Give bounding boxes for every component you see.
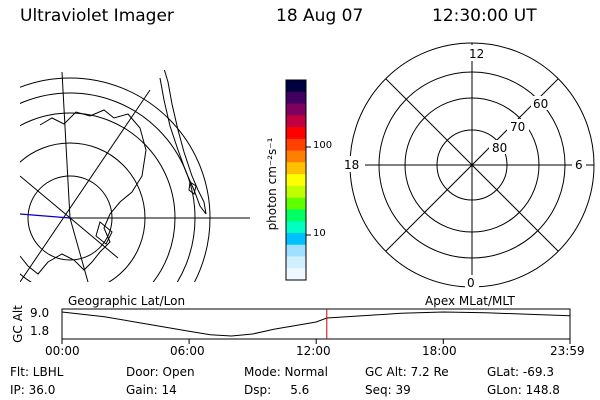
- geographic-map: [20, 70, 250, 282]
- colorbar-swatch: [286, 115, 306, 128]
- mlt-label-0: 0: [467, 276, 475, 290]
- y-tick-max: 9.0: [30, 306, 50, 320]
- coastline: [20, 109, 147, 275]
- info-mode: Mode: Normal: [244, 365, 328, 379]
- x-tick-label: 06:00: [170, 344, 205, 358]
- x-tick-label: 00:00: [45, 344, 80, 358]
- info-gain: Gain: 14: [126, 383, 177, 397]
- date-label: 18 Aug 07: [276, 6, 364, 26]
- blue-track: [20, 213, 71, 219]
- colorbar-swatch: [286, 103, 306, 116]
- colorbar-swatch: [286, 244, 306, 258]
- coastline: [159, 70, 207, 215]
- time-label: 12:30:00 UT: [432, 6, 537, 26]
- mlat-label-70: 70: [510, 120, 526, 134]
- colorbar-swatch: [286, 162, 306, 175]
- meridian: [61, 71, 71, 219]
- colorbar-swatch: [286, 150, 306, 163]
- y-axis-label: GC Alt: [11, 305, 25, 343]
- info-dsp: Dsp: 5.6: [244, 383, 310, 397]
- colorbar-swatch: [286, 232, 306, 246]
- mlt-label-6: 6: [575, 158, 583, 172]
- meridian: [20, 175, 119, 259]
- polar-plot: [343, 42, 595, 288]
- gc-alt-line: [61, 311, 571, 337]
- app-title: Ultraviolet Imager: [20, 6, 174, 26]
- lat-circle: [20, 77, 211, 282]
- colorbar-unit-label: photon cm⁻²s⁻¹: [265, 137, 279, 231]
- colorbar-swatch: [286, 138, 306, 152]
- gc-alt-timeline: [61, 308, 571, 344]
- meridian: [20, 89, 151, 282]
- colorbar-swatch: [286, 209, 306, 222]
- colorbar-swatch: [286, 91, 306, 105]
- info-ip: IP: 36.0: [10, 383, 56, 397]
- info-glon: GLon: 148.8: [487, 383, 560, 397]
- colorbar: [285, 79, 311, 281]
- colorbar-swatch: [286, 197, 306, 211]
- lat-circle: [20, 112, 176, 282]
- info-door: Door: Open: [126, 365, 195, 379]
- mlt-label-18: 18: [344, 158, 360, 172]
- mlat-label-60: 60: [533, 97, 549, 111]
- coastline: [95, 221, 113, 245]
- mlt-label-12: 12: [469, 47, 485, 61]
- left-panel-label: Geographic Lat/Lon: [68, 294, 186, 308]
- info-flt: Flt: LBHL: [10, 365, 64, 379]
- colorbar-swatch: [286, 221, 306, 234]
- mlat-label-80: 80: [492, 141, 508, 155]
- info-seq: Seq: 39: [365, 383, 411, 397]
- x-tick-label: 12:00: [296, 344, 331, 358]
- colorbar-swatch: [286, 256, 306, 269]
- info-glat: GLat: -69.3: [487, 365, 554, 379]
- right-panel-label: Apex MLat/MLT: [425, 294, 515, 308]
- colorbar-tick-100: 100: [313, 140, 333, 151]
- y-tick-min: 1.8: [30, 324, 50, 338]
- colorbar-swatch: [286, 127, 306, 140]
- coastline: [188, 181, 197, 195]
- colorbar-swatch: [286, 174, 306, 187]
- info-gc-alt: GC Alt: 7.2 Re: [365, 365, 449, 379]
- colorbar-tick-10: 10: [313, 228, 326, 239]
- colorbar-swatch: [286, 185, 306, 199]
- meridian: [69, 217, 89, 282]
- x-tick-label: 23:59: [550, 344, 585, 358]
- x-tick-label: 18:00: [422, 344, 457, 358]
- colorbar-swatch: [286, 80, 306, 93]
- colorbar-swatch: [286, 268, 306, 281]
